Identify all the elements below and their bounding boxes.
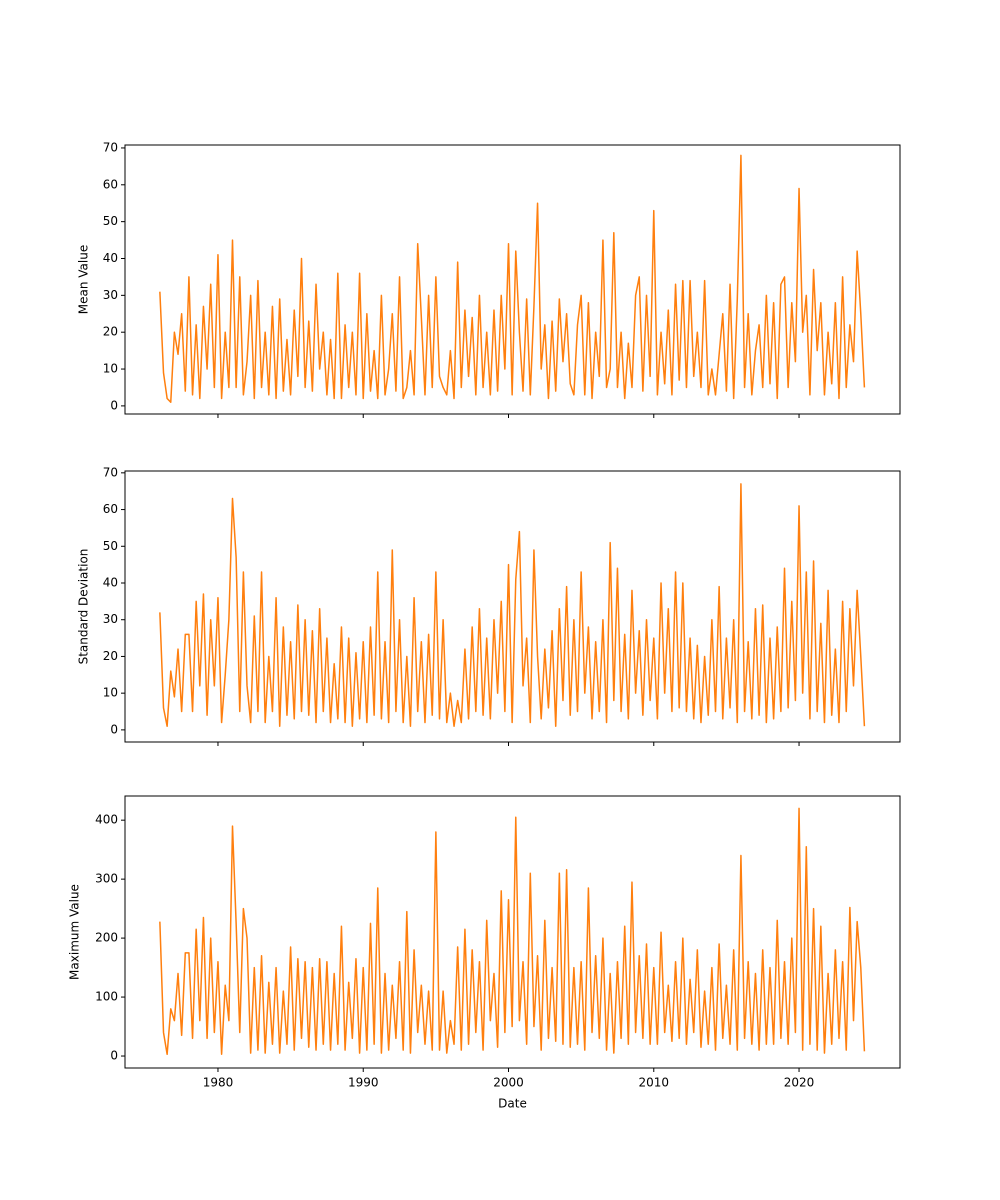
y-axis-label: Mean Value	[77, 245, 91, 314]
y-tick-label: 20	[103, 325, 118, 339]
y-tick-label: 30	[103, 288, 118, 302]
data-line	[159, 154, 866, 403]
y-tick-label: 50	[103, 214, 118, 228]
plot-frame	[124, 144, 901, 415]
plot-frame	[124, 795, 901, 1069]
y-axis-label: Maximum Value	[68, 884, 82, 980]
y-tick-label: 60	[103, 177, 118, 191]
x-tick-label: 1980	[203, 1076, 234, 1090]
y-tick-label: 300	[95, 872, 118, 886]
x-tick-label: 1990	[348, 1076, 379, 1090]
y-tick-label: 60	[103, 502, 118, 516]
y-tick-label: 400	[95, 813, 118, 827]
x-axis-label: Date	[498, 1097, 527, 1111]
x-tick-label: 2010	[638, 1076, 669, 1090]
y-tick-label: 70	[103, 140, 118, 154]
y-tick-label: 30	[103, 612, 118, 626]
y-tick-label: 0	[110, 1049, 118, 1063]
y-tick-label: 40	[103, 575, 118, 589]
x-tick-label: 2020	[784, 1076, 815, 1090]
y-tick-label: 40	[103, 251, 118, 265]
x-tick-label: 2000	[493, 1076, 524, 1090]
y-tick-label: 0	[110, 398, 118, 412]
plot-frame	[124, 470, 901, 743]
data-line	[159, 483, 866, 727]
data-line	[159, 807, 866, 1056]
y-tick-label: 70	[103, 465, 118, 479]
y-tick-label: 20	[103, 649, 118, 663]
y-tick-label: 10	[103, 686, 118, 700]
y-tick-label: 0	[110, 722, 118, 736]
y-axis-label: Standard Deviation	[77, 549, 91, 665]
y-tick-label: 10	[103, 362, 118, 376]
y-tick-label: 50	[103, 539, 118, 553]
y-tick-label: 200	[95, 931, 118, 945]
y-tick-label: 100	[95, 990, 118, 1004]
